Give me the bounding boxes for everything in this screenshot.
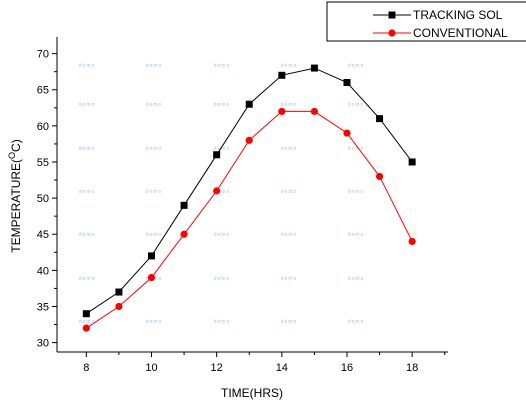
y-tick-label: 30 (37, 338, 49, 350)
x-ticks: 8 10 12 14 16 18 (83, 352, 446, 374)
y-tick-label: 35 (37, 301, 49, 313)
series-layer (82, 64, 416, 332)
watermark-text: demo (214, 63, 231, 69)
legend-marker-tracking (388, 11, 396, 19)
watermark-text: demo (348, 232, 365, 238)
watermark-text: demo (146, 63, 163, 69)
watermark-text: demo (79, 319, 96, 325)
data-point-square (310, 64, 318, 72)
data-point-circle (180, 230, 188, 238)
data-point-square (82, 310, 90, 318)
y-tick-label: 70 (37, 49, 49, 61)
watermark-text: demo (348, 63, 365, 69)
data-point-circle (343, 129, 351, 137)
data-point-square (408, 158, 416, 166)
y-tick-label: 50 (37, 193, 49, 205)
x-tick-label: 14 (276, 362, 288, 374)
watermark-text: demo (348, 102, 365, 108)
watermark-text: demo (146, 102, 163, 108)
y-ticks: 30 35 40 45 50 55 60 65 70 (37, 49, 57, 350)
data-point-circle (245, 136, 253, 144)
y-axis-title: TEMPERATURE(OC) (7, 139, 23, 252)
data-point-square (180, 201, 188, 209)
y-tick-label: 60 (37, 121, 49, 133)
watermark-text: demo (214, 232, 231, 238)
watermark-text: demo (79, 146, 96, 152)
data-point-circle (310, 107, 319, 116)
y-tick-label: 40 (37, 265, 49, 277)
watermark-text: demo (281, 102, 298, 108)
data-point-circle (115, 302, 123, 311)
watermark-text: demo (146, 189, 163, 195)
watermark-text: demo (79, 63, 96, 69)
watermark-text: demo (146, 146, 163, 152)
watermark-text: demo (214, 102, 231, 108)
watermark-text: demo (348, 319, 365, 325)
watermark-text: demo (214, 319, 231, 325)
data-point-circle (82, 324, 90, 332)
data-point-square (376, 115, 384, 123)
x-tick-label: 12 (211, 362, 223, 374)
data-point-square (213, 151, 221, 159)
data-point-square (278, 71, 286, 79)
data-point-square (245, 100, 253, 108)
watermark-text: demo (281, 189, 298, 195)
series-line (86, 110, 413, 329)
legend: TRACKING SOL CONVENTIONAL (326, 1, 526, 42)
watermark-text: demo (79, 189, 96, 195)
data-point-circle (147, 273, 156, 282)
data-point-square (343, 79, 351, 87)
y-tick-label: 65 (37, 85, 49, 97)
x-axis-title: TIME(HRS) (221, 386, 283, 400)
legend-marker-conventional (388, 29, 396, 37)
series-tracking (82, 64, 416, 318)
watermark-text: demo (214, 146, 231, 152)
y-tick-label: 45 (37, 229, 49, 241)
series-conventional (82, 107, 416, 332)
watermark-text: demo (79, 276, 96, 282)
watermark-text: demo (281, 276, 298, 282)
watermark-text: demo (348, 146, 365, 152)
watermark-text: demo (348, 276, 365, 282)
watermark-text: demo (348, 189, 365, 195)
watermark-text: demo (146, 232, 163, 238)
data-point-circle (408, 237, 416, 246)
data-point-circle (213, 187, 221, 195)
data-point-circle (375, 172, 384, 181)
watermark-text: demo (281, 63, 298, 69)
y-axis-title-tail: C) (9, 139, 23, 152)
watermark-text: demo (281, 232, 298, 238)
data-point-square (147, 252, 155, 260)
y-axis-title-main: TEMPERATURE( (9, 159, 23, 253)
y-axis-title-superscript: O (7, 152, 17, 159)
watermark-text: demo (79, 102, 96, 108)
plot-frame (56, 37, 448, 353)
watermark-layer: demo demo demo demo demo demo demo demo demo demo… (79, 63, 365, 325)
watermark-text: demo (146, 319, 163, 325)
data-point-circle (278, 107, 286, 116)
legend-label-conventional: CONVENTIONAL (413, 26, 508, 40)
x-tick-label: 10 (145, 362, 157, 374)
watermark-text: demo (214, 276, 231, 282)
data-point-square (115, 288, 123, 296)
x-tick-label: 18 (406, 362, 418, 374)
legend-box (326, 1, 526, 42)
x-tick-label: 16 (341, 362, 353, 374)
x-tick-label: 8 (83, 362, 89, 374)
watermark-text: demo (79, 232, 96, 238)
y-tick-label: 55 (37, 157, 49, 169)
legend-label-tracking: TRACKING SOL (413, 8, 503, 22)
watermark-text: demo (281, 319, 298, 325)
watermark-text: demo (214, 189, 231, 195)
watermark-text: demo (281, 146, 298, 152)
